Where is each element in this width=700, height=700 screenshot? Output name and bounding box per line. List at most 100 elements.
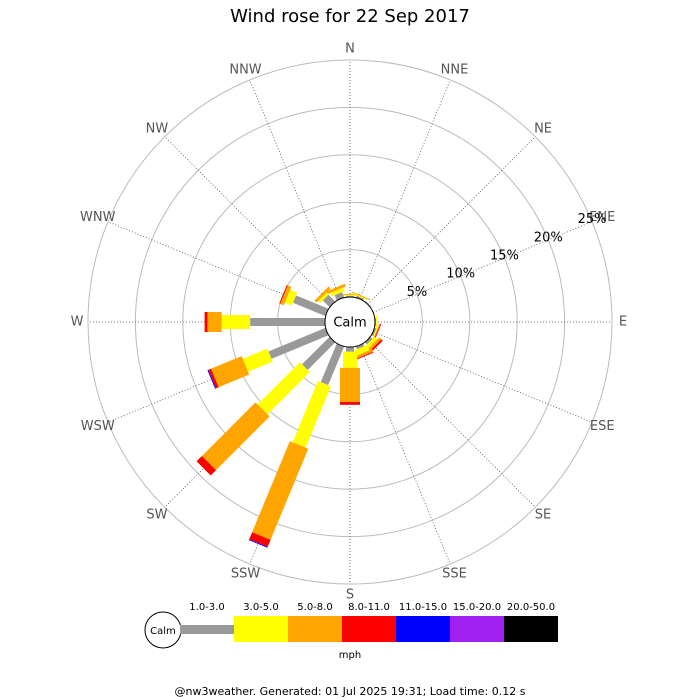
legend-swatch [180,625,235,634]
bar-segment [284,289,298,306]
ring [87,59,613,585]
bar-segment [252,441,309,540]
radial-line [367,339,536,508]
bar-segment [351,291,371,301]
direction-label: NNW [229,62,261,77]
bar-segment [210,356,250,388]
direction-bar [196,336,336,476]
legend-unit: mph [339,650,361,661]
r-tick-label: 20% [534,230,563,245]
bar-segment [340,294,360,296]
direction-label: ENE [589,210,615,225]
chart-title: Wind rose for 22 Sep 2017 [230,6,470,27]
footer: @nw3weather. Generated: 01 Jul 2025 19:3… [175,685,526,698]
bar-segment [208,368,219,389]
bar-segment [221,315,251,329]
legend-swatch [504,616,558,642]
legend-swatch [396,616,450,642]
legend-label: 20.0-50.0 [507,602,555,613]
bar-segment [330,287,345,297]
bar-segment [314,286,331,303]
direction-label: SW [146,508,167,523]
bar-segment [302,336,336,370]
direction-label: SSE [442,567,467,582]
bar-segment [354,345,370,356]
legend-label: 5.0-8.0 [297,602,332,613]
direction-label: S [346,588,354,603]
bar-segment [204,312,208,332]
direction-label: SE [535,508,551,523]
legend: Calm mph 1.0-3.0 3.0-5.0 5.0-8.0 8.0-11.0 11… [144,602,558,661]
direction-label: W [71,315,84,330]
bar-segment [364,336,373,345]
direction-label: ESE [590,419,615,434]
bar-segment [371,327,377,336]
bar-segment [248,539,268,548]
bar-segment [207,369,216,389]
bar-segment [353,293,368,300]
direction-bar [340,347,360,405]
bar-segment [196,455,217,476]
legend-label: 15.0-20.0 [453,602,501,613]
bar-segment [375,315,377,329]
radial-line [359,344,451,565]
direction-bar [351,291,371,301]
bar-segment [326,283,347,294]
bar-segment [249,532,271,547]
direction-label: NE [534,121,552,136]
direction-label: SSW [231,567,261,582]
radial-line [359,79,451,300]
bar-segment [355,343,365,350]
radial-line [367,136,536,305]
direction-label: E [619,315,627,330]
bars [196,283,383,548]
direction-bar [279,285,329,317]
legend-calm-label: Calm [150,626,176,637]
r-tick-label: 25% [578,212,607,227]
radial-line [249,79,341,300]
bar-segment [292,380,331,448]
radial-line [164,136,333,305]
legend-label: 11.0-15.0 [399,602,447,613]
legend-swatch [342,616,396,642]
ring [182,154,518,490]
bar-segment [257,362,310,415]
direction-label: N [345,42,355,57]
direction-bar [326,283,347,301]
direction-label: NW [146,121,169,136]
bar-segment [364,336,378,350]
r-tick-label: 10% [446,267,475,282]
r-tick-label: 15% [490,249,519,264]
bar-segment [268,327,329,359]
bar-segment [354,351,374,361]
bar-segment [340,367,360,402]
radial-line [372,221,593,313]
direction-bar [207,327,329,389]
bar-segment [279,285,288,304]
bar-segment [242,348,273,372]
radial-line [372,331,593,423]
direction-bar [248,343,345,548]
legend-swatch [234,616,288,642]
direction-bar [353,343,374,361]
bar-segment [320,343,345,386]
legend-swatch [450,616,504,642]
calm-label: Calm [333,316,366,331]
bar-segment [340,401,360,405]
bar-segment [343,351,357,368]
bar-segment [207,312,222,332]
r-tick-label: 5% [407,285,428,300]
legend-label: 1.0-3.0 [189,602,224,613]
legend-label: 8.0-11.0 [348,602,390,613]
bar-segment [355,295,364,301]
bar-segment [201,402,270,471]
bar-segment [280,285,292,306]
bar-segment [372,325,379,340]
calm-circle [324,296,376,348]
bar-segment [346,347,354,352]
bar-segment [365,337,382,354]
direction-label: WNW [80,210,116,225]
direction-bar [364,336,383,355]
direction-label: NNE [441,62,469,77]
